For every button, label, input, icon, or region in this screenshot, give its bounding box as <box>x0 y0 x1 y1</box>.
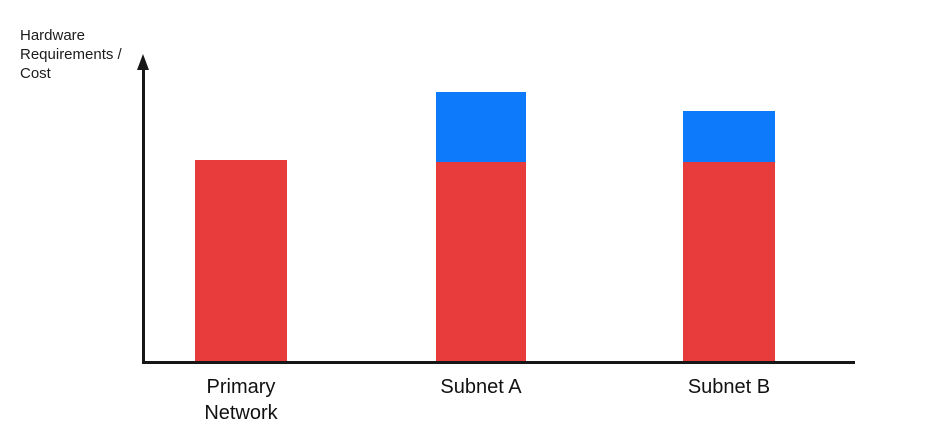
x-axis-line <box>142 361 855 364</box>
category-label-subnet-a: Subnet A <box>440 376 522 398</box>
category-label-primary-network: Primary Network <box>204 376 278 424</box>
bar-segment-blue-additional-subnet-b <box>683 111 775 162</box>
y-axis-label: Hardware Requirements / Cost <box>20 27 122 82</box>
bar-segment-red-base-primary-network <box>195 160 287 361</box>
bar-subnet-b <box>683 111 775 361</box>
bar-subnet-a <box>436 92 526 361</box>
bar-segment-red-base-subnet-a <box>436 162 526 361</box>
bar-primary-network <box>195 160 287 361</box>
category-label-subnet-b: Subnet B <box>687 376 771 398</box>
y-axis-line <box>142 66 145 364</box>
y-axis-arrow-icon <box>137 54 149 70</box>
bar-segment-blue-additional-subnet-a <box>436 92 526 162</box>
bar-segment-red-base-subnet-b <box>683 162 775 361</box>
